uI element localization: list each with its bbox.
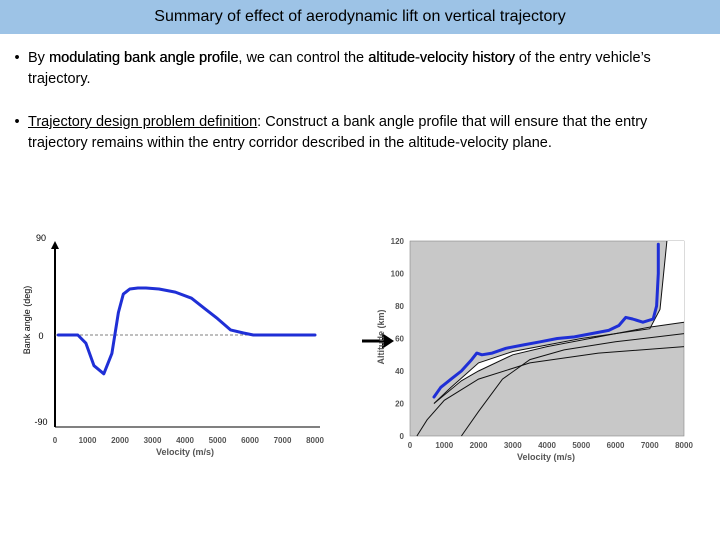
- bullet-underlined-text: Trajectory design problem definition: [28, 114, 258, 130]
- bank-x-tick-label: 0: [53, 436, 58, 445]
- alt-series-group: [432, 242, 660, 399]
- bank-y-tick-label: -90: [34, 417, 47, 427]
- altitude-trajectory-series-line: [432, 242, 660, 399]
- bank-x-axis-label: Velocity (m/s): [156, 447, 214, 457]
- bullet-dot-icon: •: [14, 114, 20, 130]
- alt-axes: 0 20 40 60 80 100 120 0 1000 2000 3000 4000 5000 6000…: [391, 237, 694, 450]
- bullet-text-part: : Construct a bank angle profile that wi…: [28, 114, 648, 151]
- bank-x-tick-label: 6000: [241, 436, 259, 445]
- alt-x-tick-label: 2000: [470, 441, 488, 450]
- bullet-text: By modulating bank angle profile, we can…: [28, 48, 706, 90]
- bullet-text-part: , we can control the: [238, 50, 369, 66]
- bank-angle-series-line: [56, 286, 317, 376]
- bank-y-tick-label: 90: [36, 233, 46, 243]
- bank-x-tick-label: 5000: [209, 436, 227, 445]
- bank-x-tick-label: 1000: [79, 436, 97, 445]
- alt-y-tick-label: 80: [395, 302, 404, 311]
- bank-x-tick-label: 4000: [176, 436, 194, 445]
- alt-boundary-curve: [433, 240, 668, 404]
- bullet-item: • Trajectory design problem definition: …: [6, 112, 706, 154]
- bullet-bold-text: altitude-velocity history: [368, 50, 515, 66]
- alt-x-tick-label: 7000: [641, 441, 659, 450]
- alt-y-tick-label: 20: [395, 400, 404, 409]
- bank-x-tick-label: 2000: [111, 436, 129, 445]
- bank-angle-chart: 900-900 1000 2000 3000 4000 5000 6000 7000 8000 …: [22, 233, 324, 457]
- alt-x-tick-label: 8000: [675, 441, 693, 450]
- alt-x-tick-label: 4000: [538, 441, 556, 450]
- alt-boundary-curve: [433, 321, 685, 404]
- alt-x-tick-label: 1000: [435, 441, 453, 450]
- bank-x-tick-label: 7000: [274, 436, 292, 445]
- alt-x-tick-label: 5000: [572, 441, 590, 450]
- bank-x-tick-label: 8000: [306, 436, 324, 445]
- alt-boundary-curve: [460, 333, 685, 437]
- alt-y-axis-label: Altitude (km): [376, 309, 386, 364]
- bullet-text: Trajectory design problem definition: Co…: [28, 112, 706, 154]
- altitude-velocity-chart: 0 20 40 60 80 100 120 0 1000 2000 3000 4000 5000 6000…: [376, 237, 694, 462]
- slide-title: Summary of effect of aerodynamic lift on…: [154, 8, 566, 25]
- alt-plot-background: [409, 240, 685, 437]
- alt-x-tick-label: 0: [408, 441, 413, 450]
- alt-x-tick-label: 3000: [504, 441, 522, 450]
- bank-y-tick-label: 0: [38, 331, 43, 341]
- alt-x-tick-label: 6000: [607, 441, 625, 450]
- alt-plot-area: [409, 240, 685, 437]
- bank-y-axis-arrow-icon: [51, 241, 59, 249]
- alt-y-tick-label: 100: [391, 270, 405, 279]
- alt-y-tick-label: 60: [395, 335, 404, 344]
- bullet-text-part: of the entry vehicle’s trajectory.: [28, 50, 651, 87]
- right-arrow-icon: [362, 333, 394, 349]
- bullet-dot-icon: •: [14, 50, 20, 66]
- bullet-bold-text: modulating bank angle profile: [48, 50, 239, 66]
- bullet-text-part: By: [28, 50, 49, 66]
- bullet-item: • By modulating bank angle profile, we c…: [6, 48, 706, 90]
- alt-y-tick-label: 40: [395, 367, 404, 376]
- alt-y-tick-label: 120: [391, 237, 405, 246]
- alt-y-tick-label: 0: [400, 432, 405, 441]
- slide-title-bar: Summary of effect of aerodynamic lift on…: [0, 0, 720, 34]
- bank-y-axis-label: Bank angle (deg): [22, 286, 32, 355]
- alt-boundary-curve: [416, 346, 685, 437]
- bank-x-tick-label: 3000: [144, 436, 162, 445]
- bank-series-group: [56, 286, 317, 376]
- bank-axes: 90 0 -90 0 1000 2000 3000 4000 5000 6000 7000 8000: [34, 233, 324, 445]
- alt-x-axis-label: Velocity (m/s): [517, 452, 575, 462]
